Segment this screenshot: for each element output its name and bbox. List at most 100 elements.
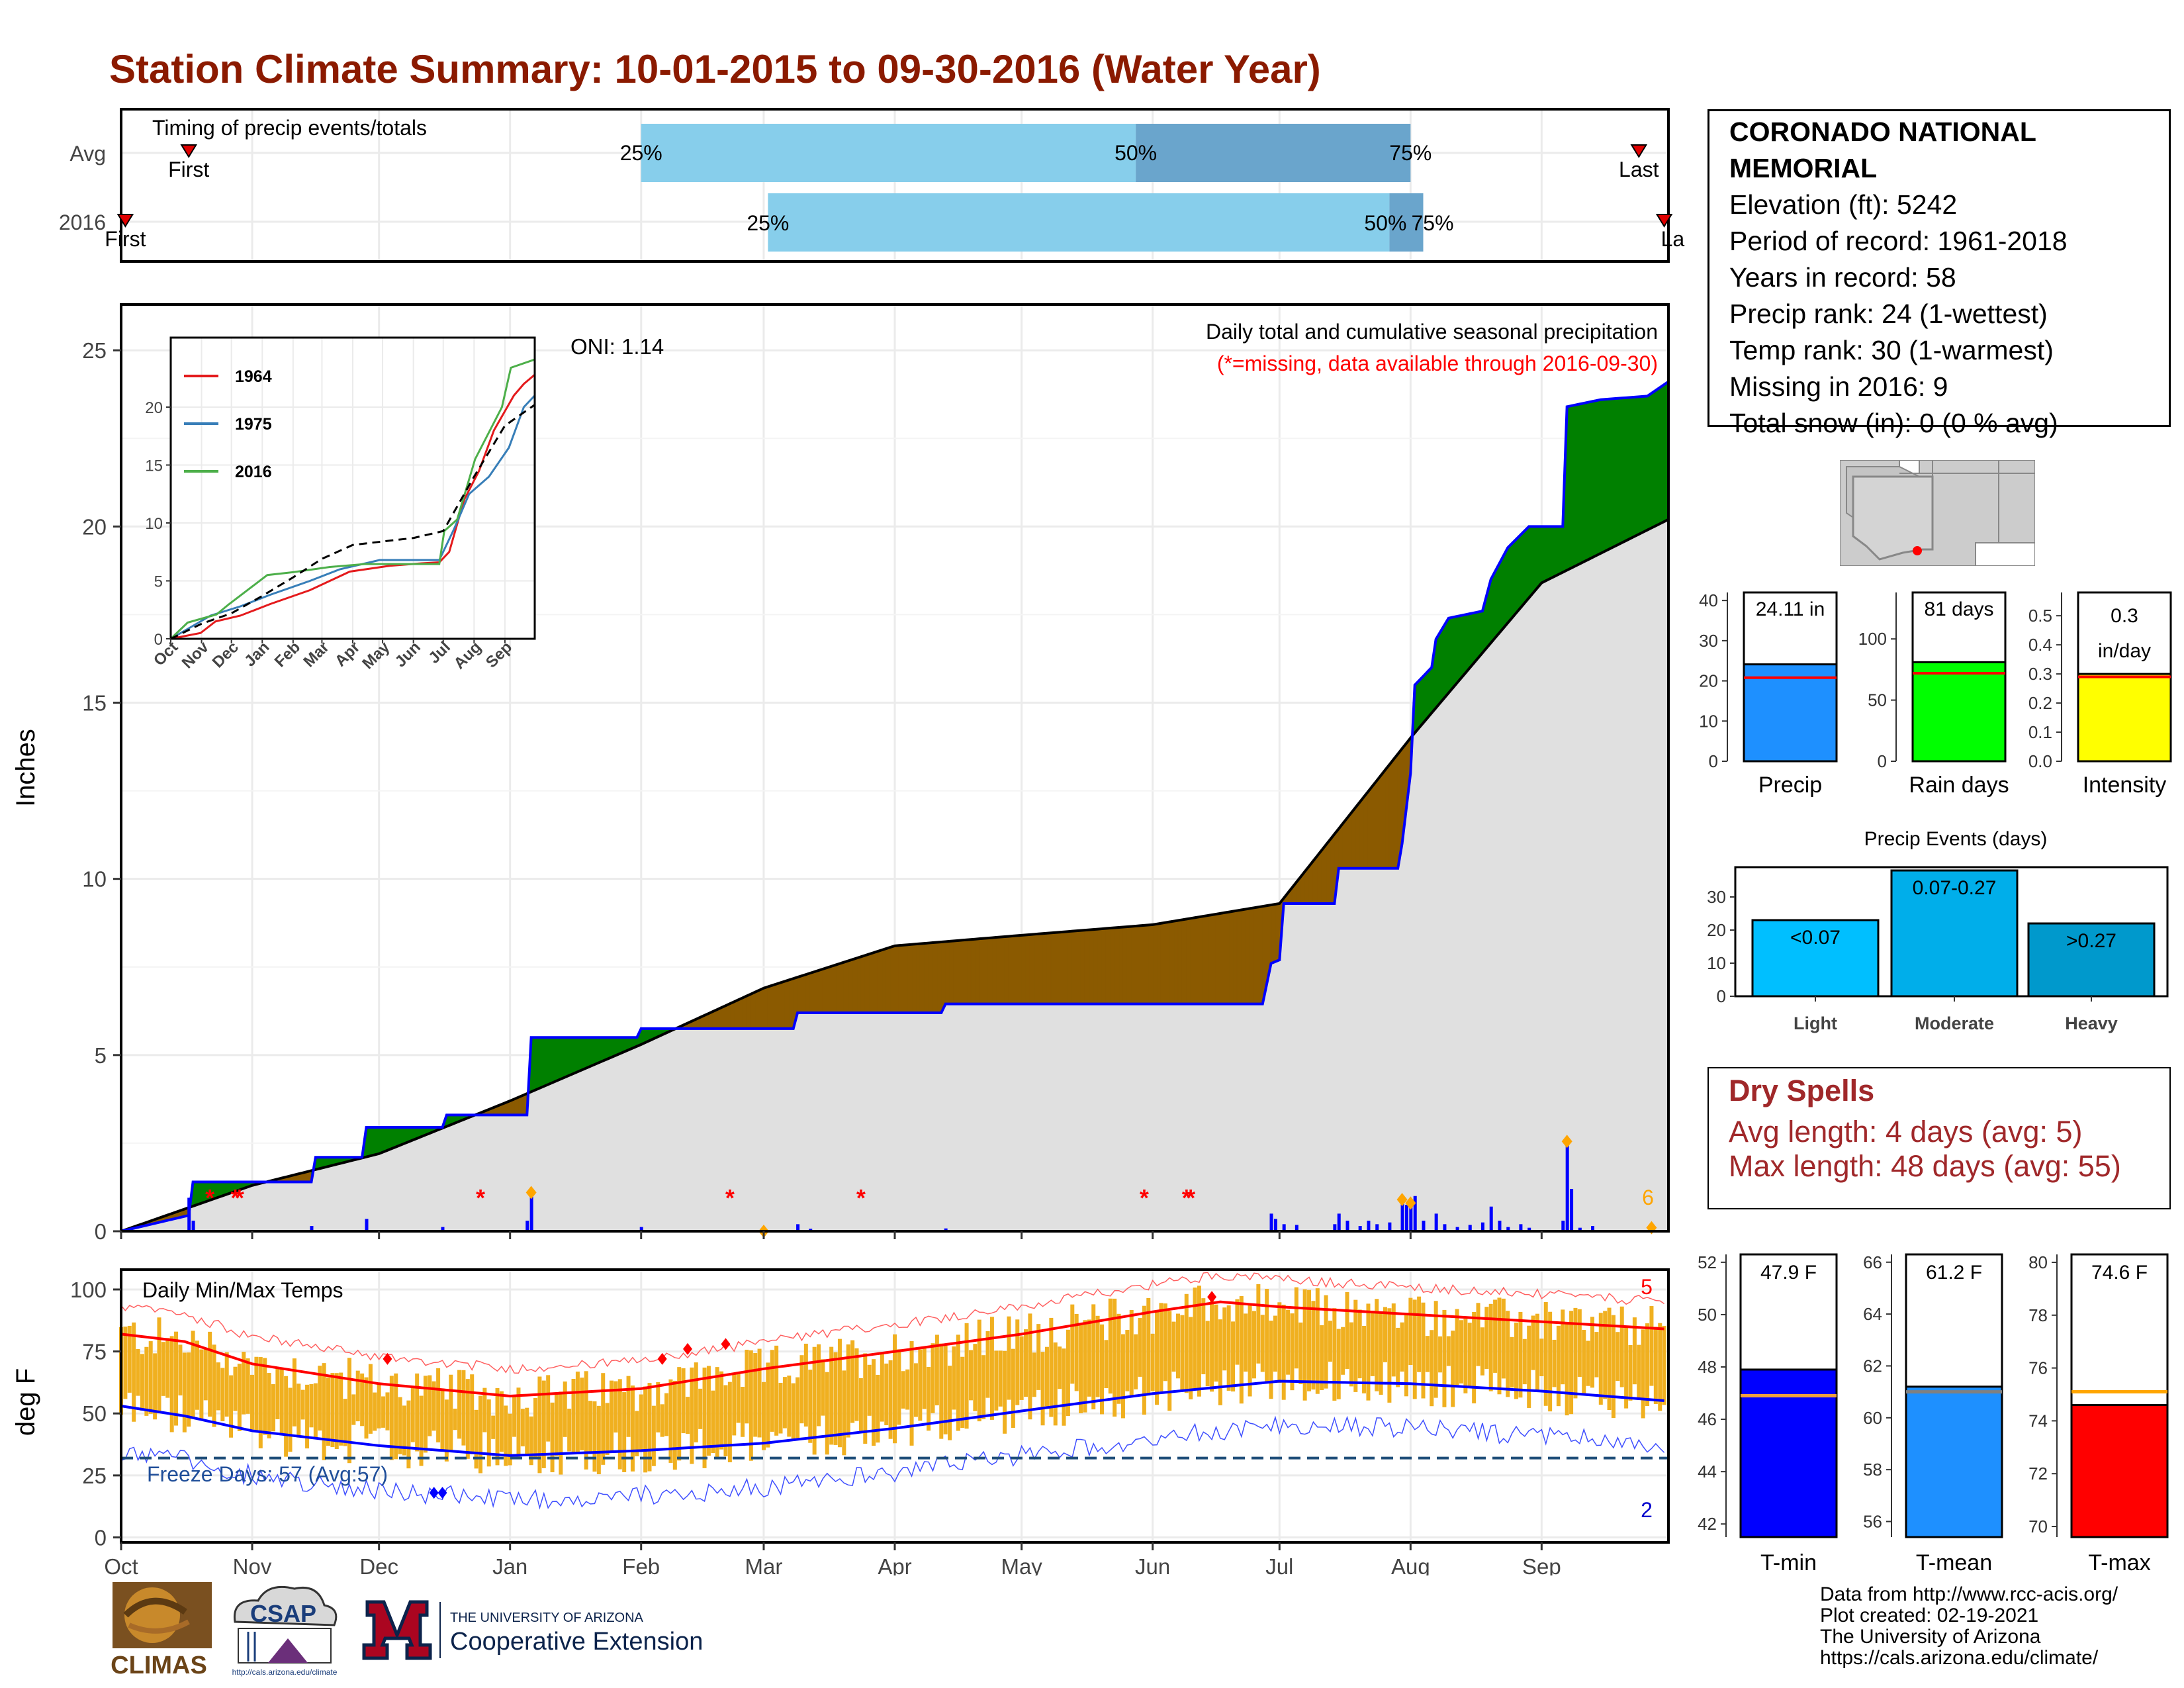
- daily-temp-bar: [888, 1360, 893, 1439]
- precip-departure-segment: [539, 1037, 545, 1089]
- daily-temp-bar: [482, 1387, 487, 1432]
- precip-departure-segment: [1195, 916, 1200, 1005]
- precip-departure-segment: [827, 966, 832, 1013]
- daily-temp-bar: [1100, 1324, 1105, 1415]
- daily-temp-bar: [630, 1385, 635, 1472]
- precip-departure-segment: [894, 945, 899, 1013]
- precip-departure-segment: [1588, 400, 1593, 561]
- precip-departure-segment: [1004, 935, 1009, 1005]
- summary-tick-label: 0.2: [2028, 693, 2052, 713]
- daily-temp-bar: [1637, 1344, 1641, 1399]
- precip-departure-segment: [945, 941, 950, 1005]
- inset-y-tick-label: 15: [145, 457, 163, 475]
- daily-temp-bar: [1370, 1310, 1375, 1376]
- precip-departure-segment: [979, 938, 984, 1005]
- daily-temp-bar: [601, 1373, 606, 1465]
- daily-temp-bar: [157, 1317, 161, 1414]
- daily-temp-bar: [161, 1342, 165, 1396]
- daily-temp-bar: [377, 1382, 381, 1429]
- precip-departure-segment: [1076, 930, 1081, 1005]
- precip-departure-segment: [848, 959, 853, 1013]
- inset-month-label: Aug: [450, 638, 484, 673]
- daily-temp-bar: [656, 1382, 660, 1432]
- daily-temp-bar: [224, 1352, 229, 1417]
- precip-departure-segment: [1312, 854, 1318, 904]
- station-elevation: Elevation (ft): 5242: [1729, 189, 1958, 220]
- locator-map: [1840, 460, 2035, 566]
- precip-departure-segment: [1080, 929, 1085, 1005]
- precip-departure-segment: [924, 943, 929, 1013]
- precip-departure-segment: [1169, 920, 1175, 1005]
- daily-temp-bar: [905, 1369, 910, 1410]
- daily-precip-bar: [365, 1219, 369, 1231]
- inset-month-label: Jul: [425, 638, 454, 667]
- daily-temp-bar: [973, 1344, 978, 1411]
- daily-precip-bar: [1489, 1206, 1493, 1231]
- inset-month-label: Feb: [271, 638, 304, 671]
- timing-avg-p50: 50%: [1115, 141, 1157, 165]
- daily-precip-bar: [1333, 1224, 1337, 1231]
- precip-departure-segment: [738, 997, 743, 1029]
- daily-temp-bar: [817, 1344, 821, 1427]
- timing-row-avg: Avg: [69, 142, 106, 165]
- daily-temp-bar: [195, 1340, 199, 1410]
- daily-temp-bar: [525, 1407, 529, 1456]
- daily-precip-bar: [1273, 1219, 1277, 1231]
- daily-temp-bar: [681, 1368, 686, 1434]
- daily-temp-bar: [1366, 1303, 1371, 1401]
- daily-temp-bar: [1408, 1297, 1413, 1366]
- daily-temp-bar: [415, 1373, 420, 1452]
- timing-avg-first-marker: [180, 144, 197, 158]
- daily-temp-bar: [1379, 1311, 1383, 1395]
- daily-temp-bar: [1421, 1302, 1426, 1399]
- daily-temp-bar: [1404, 1314, 1408, 1397]
- daily-temp-bar: [1277, 1302, 1282, 1383]
- daily-temp-bar: [1590, 1317, 1595, 1388]
- daily-temp-bar: [1003, 1350, 1007, 1434]
- precip-departure-segment: [767, 984, 773, 1029]
- daily-temp-bar: [1226, 1305, 1231, 1391]
- daily-temp-bar: [948, 1366, 952, 1440]
- summary-bar-rain-days: [1911, 661, 2007, 763]
- events-tick-label: 30: [1707, 887, 1726, 907]
- precip-departure-segment: [1609, 398, 1614, 550]
- precip-departure-segment: [1524, 526, 1529, 604]
- station-years: Years in record: 58: [1729, 262, 1956, 293]
- daily-temp-bar: [1146, 1297, 1151, 1396]
- precip-departure-segment: [1156, 923, 1161, 1005]
- daily-temp-bar: [592, 1401, 597, 1472]
- daily-temp-bar: [685, 1397, 690, 1434]
- daily-temp-bar: [300, 1389, 305, 1420]
- daily-precip-bar: [1422, 1221, 1426, 1231]
- daily-temp-bar: [1058, 1346, 1062, 1389]
- precip-departure-segment: [1059, 931, 1065, 1005]
- daily-temp-bar: [829, 1346, 834, 1445]
- daily-temp-bar: [499, 1391, 504, 1452]
- daily-temp-bar: [715, 1367, 719, 1458]
- summary-label-0: Precip: [1758, 773, 1822, 798]
- precip-departure-segment: [535, 1037, 540, 1091]
- precip-departure-segment: [1008, 935, 1014, 1005]
- daily-temp-bar: [1210, 1293, 1214, 1392]
- inset-y-tick-label: 5: [154, 573, 163, 591]
- daily-temp-bar: [1032, 1352, 1036, 1397]
- precip-departure-segment: [1199, 915, 1204, 1005]
- precip-departure-segment: [1160, 922, 1166, 1005]
- daily-temp-bar: [174, 1331, 179, 1426]
- precip-departure-segment: [1021, 934, 1026, 1005]
- timing-2016-p50: 50%: [1364, 211, 1406, 235]
- summary-tick-label: 0: [1878, 751, 1887, 771]
- timing-bar-2016-50-75: [1389, 193, 1424, 252]
- daily-temp-bar: [1543, 1302, 1548, 1406]
- summary-bar-intensity: [2077, 673, 2172, 763]
- daily-temp-bar: [635, 1411, 639, 1456]
- daily-temp-bar: [791, 1383, 796, 1439]
- precip-departure-segment: [1452, 616, 1458, 689]
- precip-departure-segment: [746, 993, 752, 1029]
- daily-temp-bar: [1083, 1320, 1087, 1413]
- temp-summary-tick-label: 78: [2028, 1305, 2048, 1325]
- precip-departure-segment: [1465, 613, 1471, 674]
- daily-temp-bar: [1548, 1311, 1553, 1412]
- daily-temp-bar: [1658, 1323, 1662, 1411]
- daily-temp-bar: [343, 1399, 347, 1446]
